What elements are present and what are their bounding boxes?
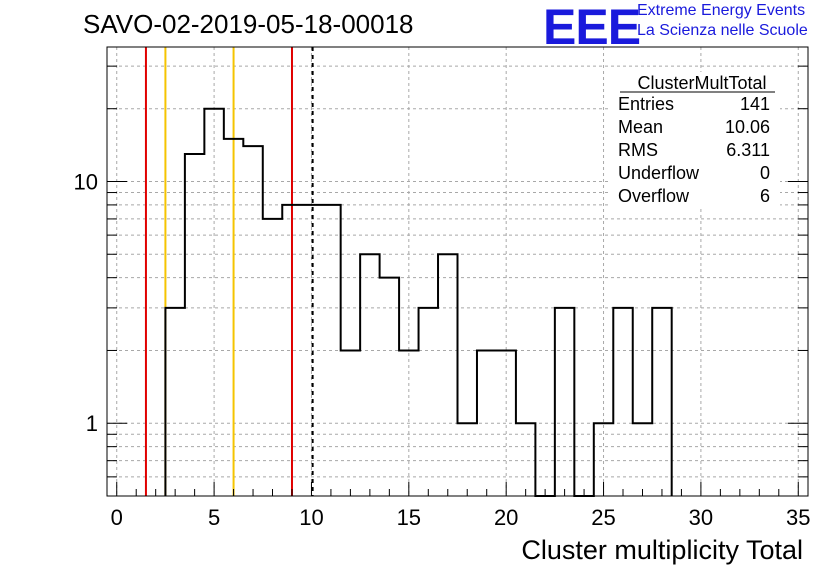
y-tick-label: 10 (74, 169, 98, 194)
stats-label-rms: RMS (618, 140, 658, 160)
x-tick-label: 10 (299, 505, 323, 530)
plot-frame (106, 46, 809, 497)
x-tick-label: 20 (494, 505, 518, 530)
stats-rows: Entries 141 Mean 10.06 RMS 6.311 Underflow 0 Ove… (618, 94, 770, 206)
stats-value-underflow: 0 (760, 163, 770, 183)
marker-lines (144, 47, 314, 496)
stats-value-entries: 141 (740, 94, 770, 114)
run-title: SAVO-02-2019-05-18-00018 (83, 9, 414, 39)
y-tick-label: 1 (86, 411, 98, 436)
stats-title: ClusterMultTotal (637, 73, 766, 93)
stats-label-mean: Mean (618, 117, 663, 137)
x-tick-label: 15 (397, 505, 421, 530)
stats-box-bg (610, 72, 780, 206)
x-tick-label: 5 (208, 505, 220, 530)
x-tick-label: 35 (786, 505, 810, 530)
logo-subtitle-1: Extreme Energy Events (637, 2, 806, 19)
axis-ticks (107, 65, 808, 497)
stats-label-underflow: Underflow (618, 163, 700, 183)
stats-value-mean: 10.06 (725, 117, 770, 137)
stats-value-overflow: 6 (760, 186, 770, 206)
tick-labels: 0 5 10 15 20 25 30 35 1 10 (74, 169, 811, 530)
eee-logo: EEE (543, 0, 641, 55)
stats-value-rms: 6.311 (726, 140, 770, 160)
logo-subtitle-2: La Scienza nelle Scuole (637, 22, 808, 39)
x-tick-label: 25 (591, 505, 615, 530)
stats-box: ClusterMultTotal Entries 141 Mean 10.06 RMS 6… (610, 72, 780, 206)
x-axis-label: Cluster multiplicity Total (521, 535, 803, 565)
x-tick-label: 0 (111, 505, 123, 530)
stats-label-overflow: Overflow (618, 186, 690, 206)
x-tick-label: 30 (689, 505, 713, 530)
histogram-step-line (164, 107, 673, 497)
stats-label-entries: Entries (618, 94, 674, 114)
